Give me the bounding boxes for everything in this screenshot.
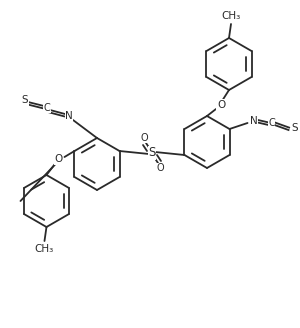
Text: S: S xyxy=(148,147,156,159)
Text: CH₃: CH₃ xyxy=(35,244,54,254)
Text: O: O xyxy=(156,163,164,173)
Text: N: N xyxy=(250,116,257,126)
Text: O: O xyxy=(140,133,148,143)
Text: O: O xyxy=(54,154,63,164)
Text: N: N xyxy=(65,111,73,121)
Text: C: C xyxy=(44,103,50,113)
Text: O: O xyxy=(217,100,225,110)
Text: C: C xyxy=(268,118,275,128)
Text: S: S xyxy=(291,123,298,133)
Text: S: S xyxy=(22,95,28,105)
Text: CH₃: CH₃ xyxy=(221,11,241,21)
